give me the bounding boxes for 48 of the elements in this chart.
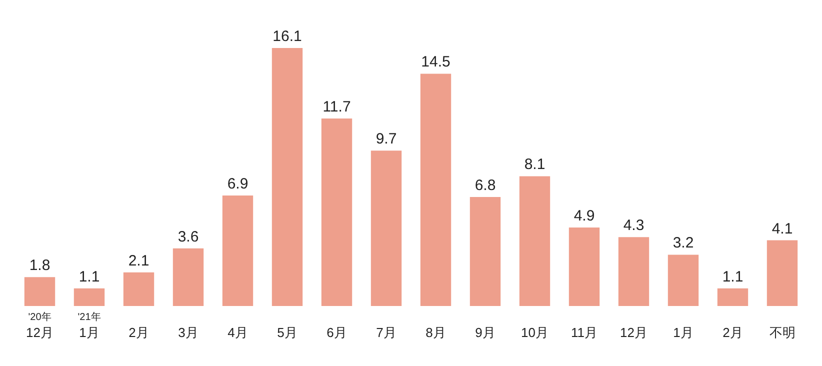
bar	[172, 248, 204, 306]
data-label: 8.1	[524, 156, 546, 174]
x-tick-label: 6月	[326, 324, 347, 340]
x-tick-label: 不明	[769, 324, 796, 340]
x-tick-label: 11月	[571, 324, 598, 340]
data-label: 3.6	[178, 228, 199, 246]
bar	[222, 195, 254, 306]
bar	[668, 254, 699, 306]
x-tick-label: 2月	[722, 324, 743, 340]
data-label: 6.9	[227, 175, 248, 192]
bar	[321, 118, 352, 306]
data-label: 4.1	[772, 220, 793, 238]
data-label: 6.8	[474, 177, 496, 194]
bar	[420, 74, 452, 306]
x-tick-label: 4月	[228, 324, 248, 340]
x-tick-label: 9月	[475, 324, 496, 340]
bar	[74, 288, 105, 306]
x-tick-label: 1月	[673, 324, 694, 340]
bar	[717, 288, 748, 306]
data-label: 2.1	[128, 252, 150, 270]
data-label: 11.7	[322, 98, 351, 116]
data-label: 4.9	[574, 208, 595, 224]
data-label: 3.2	[672, 234, 694, 252]
data-label: 1.1	[722, 268, 744, 286]
data-label: 14.5	[421, 54, 450, 71]
x-tick-label: '21年 1月	[78, 311, 101, 340]
x-tick-label: '20年 12月	[26, 311, 54, 340]
bar	[370, 150, 402, 306]
x-tick-label: 7月	[376, 324, 396, 340]
x-tick-label: 5月	[277, 324, 298, 340]
data-label: 9.7	[376, 130, 397, 148]
data-label: 16.1	[272, 28, 302, 46]
bar	[519, 176, 550, 306]
x-tick-label: 8月	[426, 324, 446, 340]
bar	[272, 48, 303, 306]
bar	[618, 237, 650, 306]
bar	[568, 228, 600, 306]
bar	[123, 272, 154, 306]
x-tick-label: 10月	[521, 324, 548, 340]
bar	[470, 197, 501, 306]
x-tick-label: 3月	[178, 324, 198, 340]
data-label: 1.1	[78, 268, 100, 286]
bar	[24, 277, 56, 306]
data-label: 4.3	[623, 217, 644, 234]
bar	[766, 240, 798, 306]
data-label: 1.8	[29, 257, 50, 274]
x-tick-label: 12月	[620, 324, 648, 340]
x-tick-label: 2月	[128, 324, 149, 340]
